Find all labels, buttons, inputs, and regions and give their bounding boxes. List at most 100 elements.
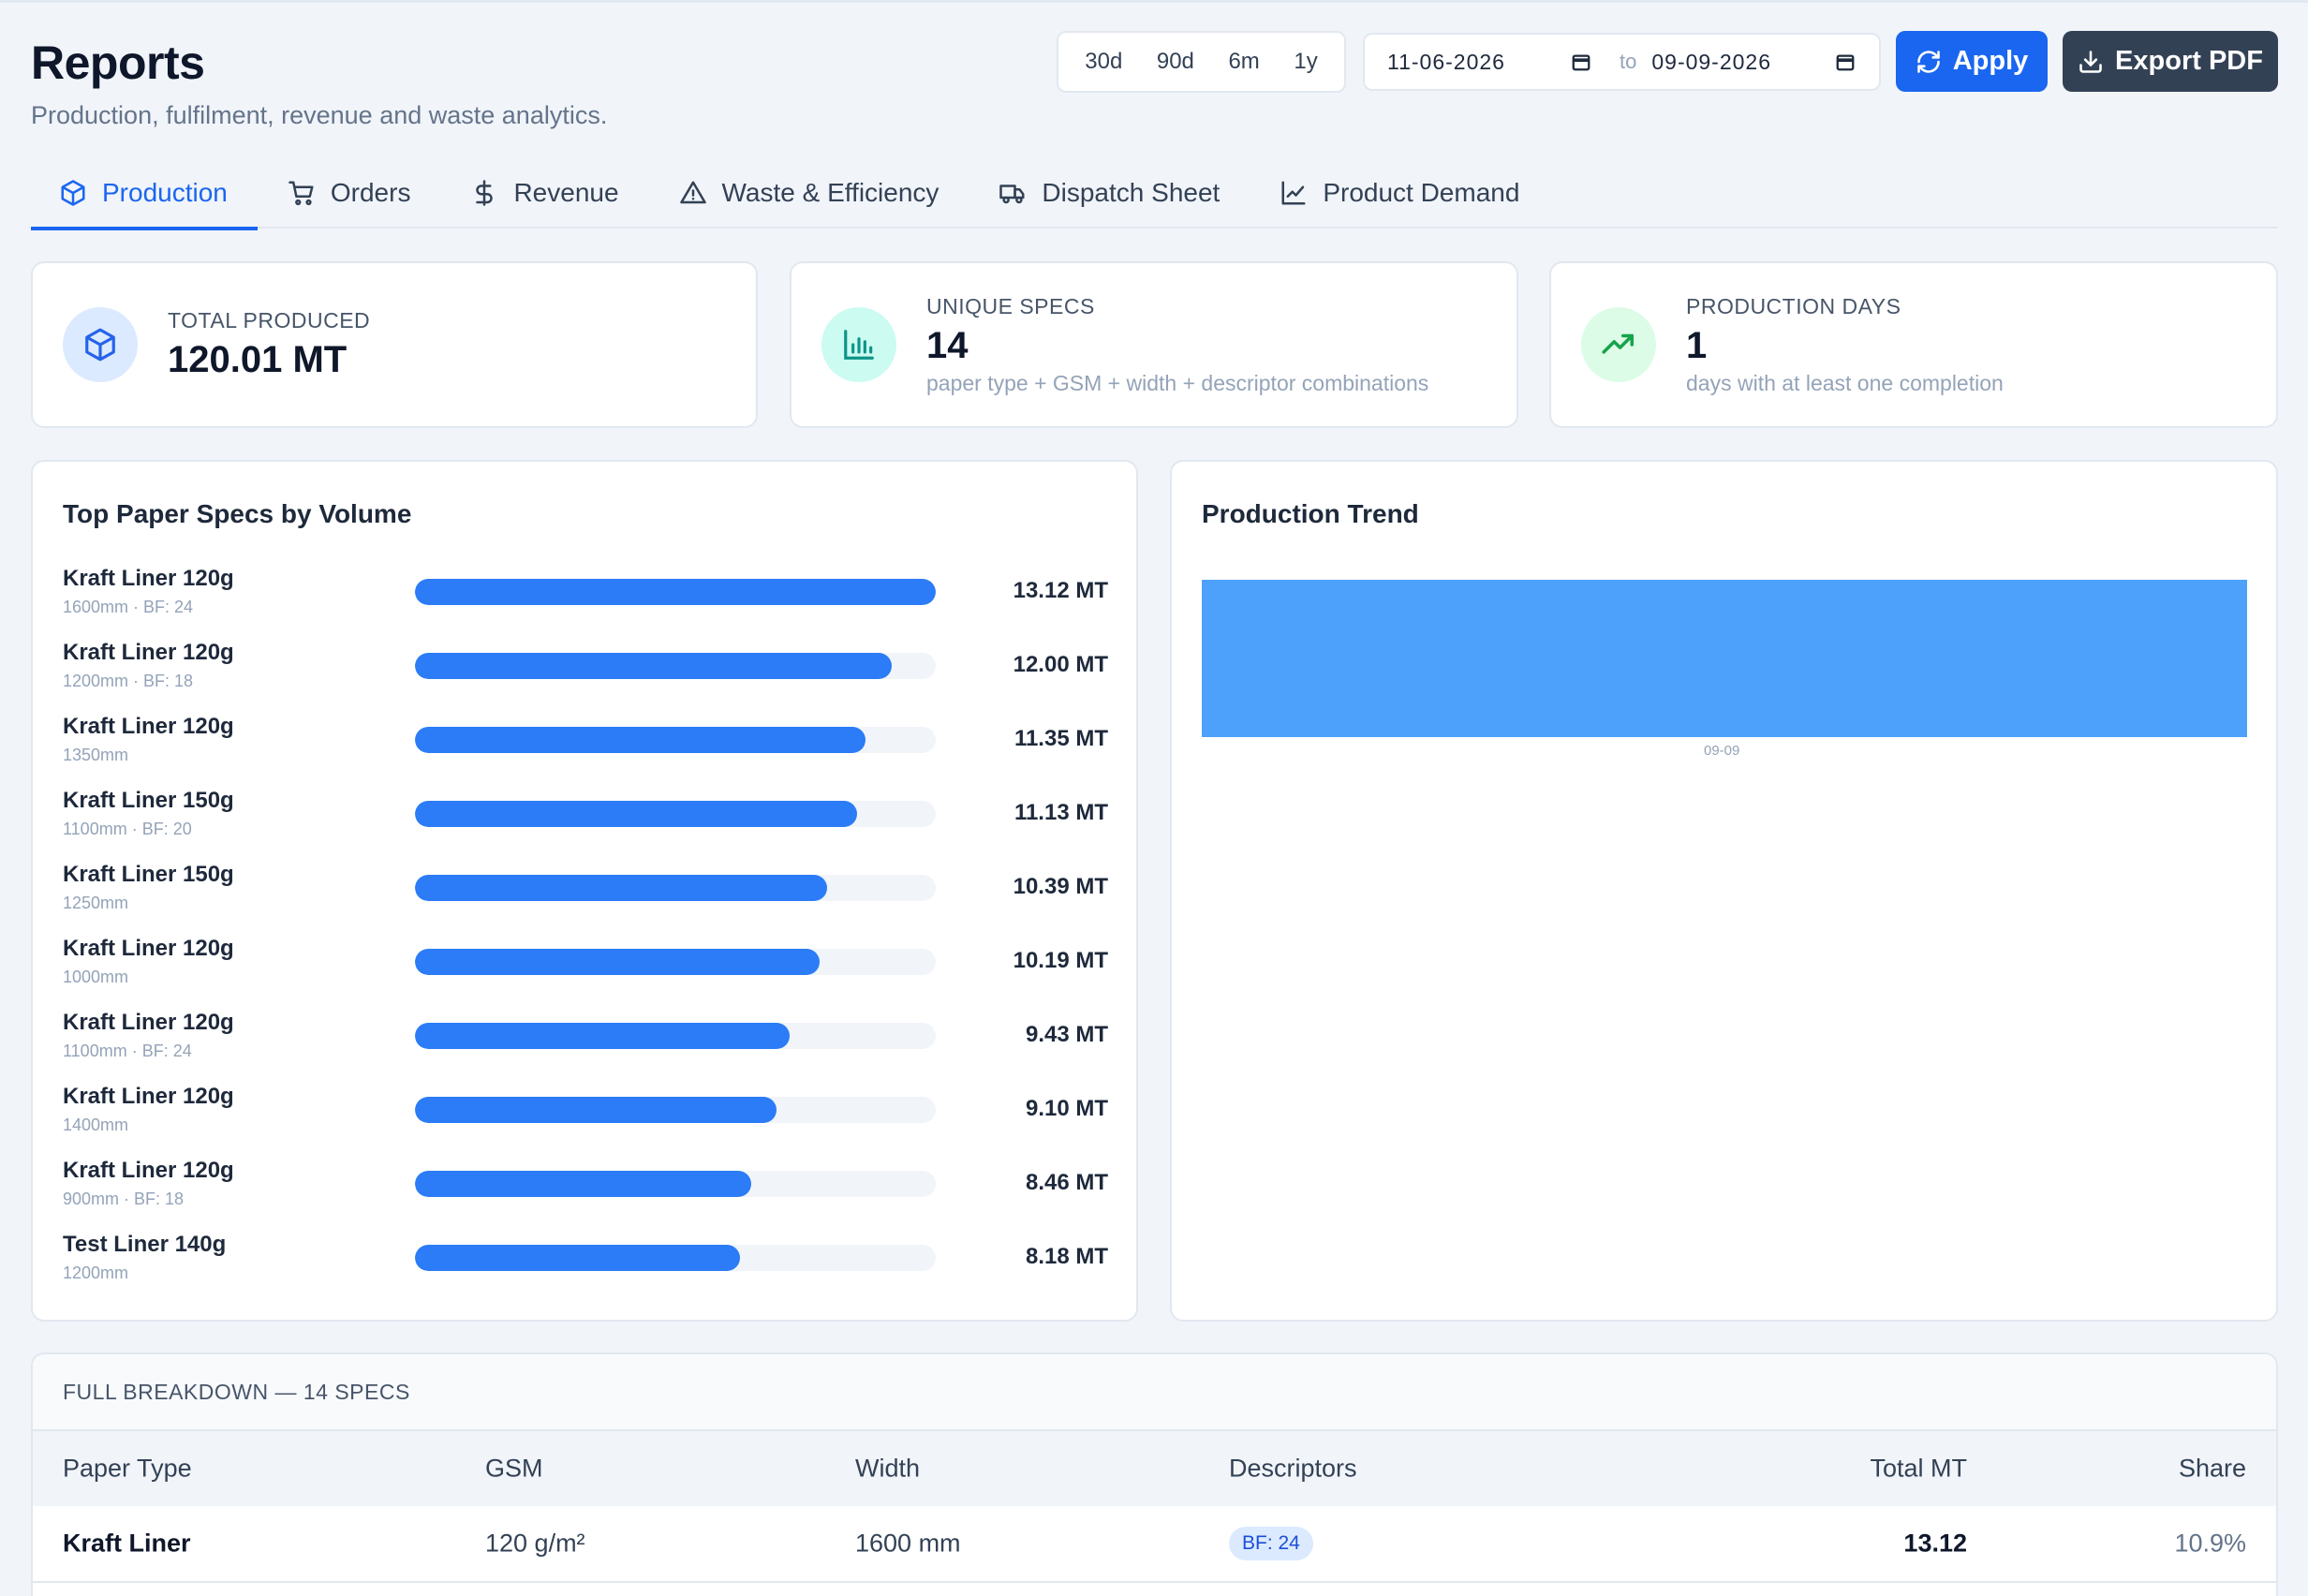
spec-bar-track	[415, 1097, 936, 1123]
spec-name: Kraft Liner 120g	[63, 1084, 234, 1109]
panel-title: Production Trend	[1202, 499, 1419, 528]
spec-bar-track	[415, 875, 936, 901]
spec-name: Kraft Liner 120g	[63, 1158, 234, 1183]
spec-row: Kraft Liner 120g 1350mm 11.35 MT	[63, 714, 1108, 770]
spec-bar	[415, 579, 936, 605]
trend-bar	[1202, 580, 2247, 737]
tab-label: Production	[102, 178, 228, 207]
spec-row: Kraft Liner 120g 900mm · BF: 18 8.46 MT	[63, 1158, 1108, 1214]
spec-bar-track	[415, 579, 936, 605]
spec-sub: 1350mm	[63, 746, 129, 764]
spec-value: 13.12 MT	[1013, 578, 1108, 603]
cell-total-mt: 13.12	[1903, 1529, 1967, 1558]
table-header: Paper Type GSM Width Descriptors Total M…	[33, 1431, 2276, 1506]
descriptor-badge: BF: 24	[1229, 1527, 1313, 1560]
spec-bar-track	[415, 1023, 936, 1049]
col-descriptors[interactable]: Descriptors	[1229, 1454, 1357, 1483]
spec-bar	[415, 949, 820, 975]
date-from-input[interactable]: 11-06-2026	[1387, 50, 1591, 75]
tab-dispatch-sheet[interactable]: Dispatch Sheet	[969, 157, 1250, 229]
tab-product-demand[interactable]: Product Demand	[1250, 157, 1549, 229]
kpi-text: Total Produced 120.01 MT	[168, 308, 370, 381]
spec-name: Kraft Liner 120g	[63, 566, 234, 591]
cell-paper-type: Kraft Liner	[63, 1529, 191, 1558]
kpi-desc: days with at least one completion	[1686, 370, 2004, 395]
spec-sub: 1000mm	[63, 968, 129, 986]
tab-orders[interactable]: Orders	[258, 157, 441, 229]
kpi-unique-specs: Unique Specs 14 paper type + GSM + width…	[790, 261, 1518, 428]
panel-title: Top Paper Specs by Volume	[63, 499, 412, 528]
spec-name: Kraft Liner 120g	[63, 714, 234, 739]
spec-row: Test Liner 140g 1200mm 8.18 MT	[63, 1232, 1108, 1288]
spec-bar	[415, 1245, 740, 1271]
range-30d-button[interactable]: 30d	[1085, 49, 1123, 74]
spec-bar-track	[415, 801, 936, 827]
calendar-icon[interactable]	[1835, 52, 1856, 72]
top-border	[0, 0, 2308, 3]
date-to-input[interactable]: 09-09-2026	[1651, 50, 1856, 75]
calendar-icon[interactable]	[1571, 52, 1591, 72]
spec-bar-track	[415, 727, 936, 753]
top-specs-panel: Top Paper Specs by Volume Kraft Liner 12…	[31, 460, 1138, 1322]
col-paper-type[interactable]: Paper Type	[63, 1454, 192, 1483]
spec-value: 10.19 MT	[1013, 948, 1108, 973]
kpi-label: Production Days	[1686, 293, 1901, 318]
tab-waste-efficiency[interactable]: Waste & Efficiency	[649, 157, 969, 229]
kpi-text: Unique Specs 14 paper type + GSM + width…	[926, 294, 1428, 396]
apply-label: Apply	[1952, 46, 2029, 76]
spec-value: 10.39 MT	[1013, 874, 1108, 899]
export-pdf-button[interactable]: Export PDF	[2063, 31, 2278, 92]
tab-revenue[interactable]: Revenue	[440, 157, 648, 229]
range-6m-button[interactable]: 6m	[1228, 49, 1260, 74]
line-chart-icon	[1281, 181, 1306, 205]
tab-production[interactable]: Production	[31, 157, 258, 230]
spec-bar	[415, 1097, 777, 1123]
page-title: Reports	[31, 37, 205, 89]
kpi-icon-wrap	[821, 307, 896, 382]
spec-bar-track	[415, 653, 936, 679]
kpi-desc: paper type + GSM + width + descriptor co…	[926, 370, 1429, 395]
spec-sub: 1100mm · BF: 24	[63, 1042, 192, 1060]
spec-name: Kraft Liner 150g	[63, 862, 234, 887]
report-tabs: Production Orders Revenue Waste & Effici…	[31, 157, 2278, 230]
spec-bar	[415, 727, 866, 753]
spec-name: Test Liner 140g	[63, 1232, 227, 1257]
spec-bar-track	[415, 949, 936, 975]
table-row: Kraft Liner 120 g/m² 1600 mm BF: 24 13.1…	[33, 1506, 2276, 1583]
col-width[interactable]: Width	[855, 1454, 921, 1483]
col-share[interactable]: Share	[2178, 1454, 2246, 1483]
date-to-label: to	[1620, 50, 1637, 73]
spec-row: Kraft Liner 120g 1600mm · BF: 24 13.12 MT	[63, 566, 1108, 622]
cell-gsm: 120 g/m²	[485, 1529, 585, 1558]
spec-row: Kraft Liner 120g 1100mm · BF: 24 9.43 MT	[63, 1010, 1108, 1066]
table-title: FULL BREAKDOWN — 14 SPECS	[33, 1354, 2276, 1431]
spec-value: 8.18 MT	[1025, 1244, 1108, 1269]
apply-button[interactable]: Apply	[1896, 31, 2048, 92]
range-90d-button[interactable]: 90d	[1156, 49, 1194, 74]
tab-label: Product Demand	[1323, 178, 1520, 207]
spec-name: Kraft Liner 120g	[63, 1010, 234, 1035]
kpi-label: Unique Specs	[926, 293, 1095, 318]
col-gsm[interactable]: GSM	[485, 1454, 543, 1483]
spec-sub: 1100mm · BF: 20	[63, 820, 192, 838]
cell-width: 1600 mm	[855, 1529, 961, 1558]
col-total-mt[interactable]: Total MT	[1870, 1454, 1967, 1483]
spec-bar	[415, 801, 857, 827]
spec-name: Kraft Liner 120g	[63, 640, 234, 665]
spec-value: 11.35 MT	[1013, 726, 1108, 751]
spec-bar	[415, 875, 828, 901]
tab-label: Dispatch Sheet	[1042, 178, 1221, 207]
tab-label: Waste & Efficiency	[721, 178, 939, 207]
kpi-icon-wrap	[63, 307, 138, 382]
box-icon	[61, 180, 85, 206]
range-1y-button[interactable]: 1y	[1294, 49, 1318, 74]
spec-sub: 1200mm · BF: 18	[63, 672, 194, 690]
download-icon	[2079, 50, 2102, 73]
spec-sub: 1600mm · BF: 24	[63, 598, 194, 616]
spec-row: Kraft Liner 150g 1250mm 10.39 MT	[63, 862, 1108, 918]
tab-label: Revenue	[513, 178, 619, 207]
page-subtitle: Production, fulfilment, revenue and wast…	[31, 101, 608, 129]
export-label: Export PDF	[2115, 46, 2263, 76]
spec-value: 8.46 MT	[1025, 1170, 1108, 1195]
spec-value: 11.13 MT	[1013, 800, 1108, 825]
